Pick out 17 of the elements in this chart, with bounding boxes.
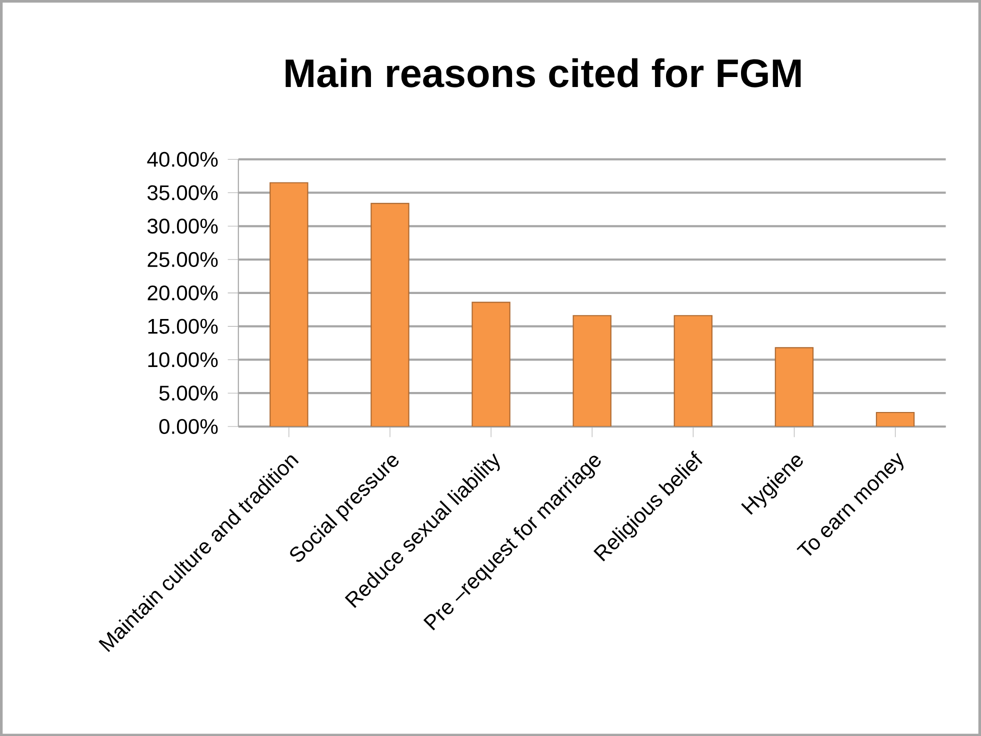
- bar: [370, 202, 410, 426]
- y-tick-label: 15.00%: [148, 318, 218, 334]
- y-tick-label: 35.00%: [147, 185, 218, 200]
- bar: [572, 314, 612, 426]
- y-tick-label: 0.00%: [159, 418, 218, 434]
- bar: [876, 412, 915, 426]
- y-tick-label: 30.00%: [147, 218, 218, 234]
- chart-title: Main reasons cited for FGM: [286, 58, 801, 88]
- bar: [270, 182, 308, 426]
- y-tick-label: 25.00%: [148, 252, 218, 267]
- y-tick-label: 10.00%: [148, 352, 218, 368]
- y-tick-label: 40.00%: [147, 152, 218, 167]
- bar: [674, 314, 712, 426]
- y-tick-label: 20.00%: [148, 285, 218, 300]
- bar: [472, 302, 510, 426]
- y-tick-label: 5.00%: [159, 385, 218, 400]
- bar: [774, 346, 814, 426]
